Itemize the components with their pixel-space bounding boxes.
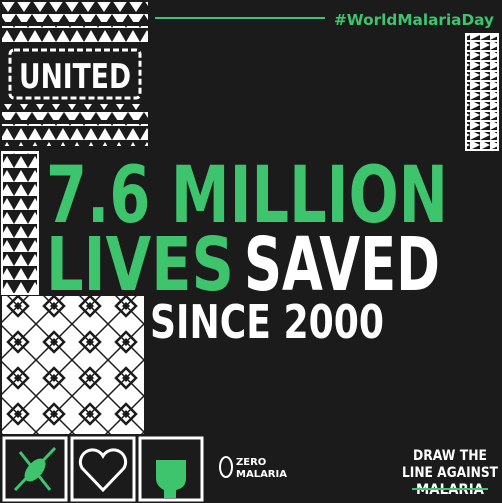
headline: SAVED xyxy=(244,222,440,308)
slogan: DRAW THE xyxy=(413,448,487,464)
pattern-strip xyxy=(465,33,499,151)
hashtag: #WorldMalariaDay xyxy=(334,11,494,29)
logo: ZERO MALARIA xyxy=(219,456,287,480)
logo-text: ZERO xyxy=(236,457,266,468)
logo-text: MALARIA xyxy=(236,469,287,480)
headline: 7.6 MILLION xyxy=(46,151,448,241)
pattern-block xyxy=(2,2,148,146)
slogan: LINE AGAINST xyxy=(402,465,498,481)
subheadline: SINCE 2000 xyxy=(150,295,384,349)
pattern-strip xyxy=(1,151,39,295)
icon-tiles xyxy=(2,436,204,502)
badge: UNITED xyxy=(19,57,131,97)
pattern-block xyxy=(2,296,144,434)
headline: LIVES xyxy=(46,222,234,308)
